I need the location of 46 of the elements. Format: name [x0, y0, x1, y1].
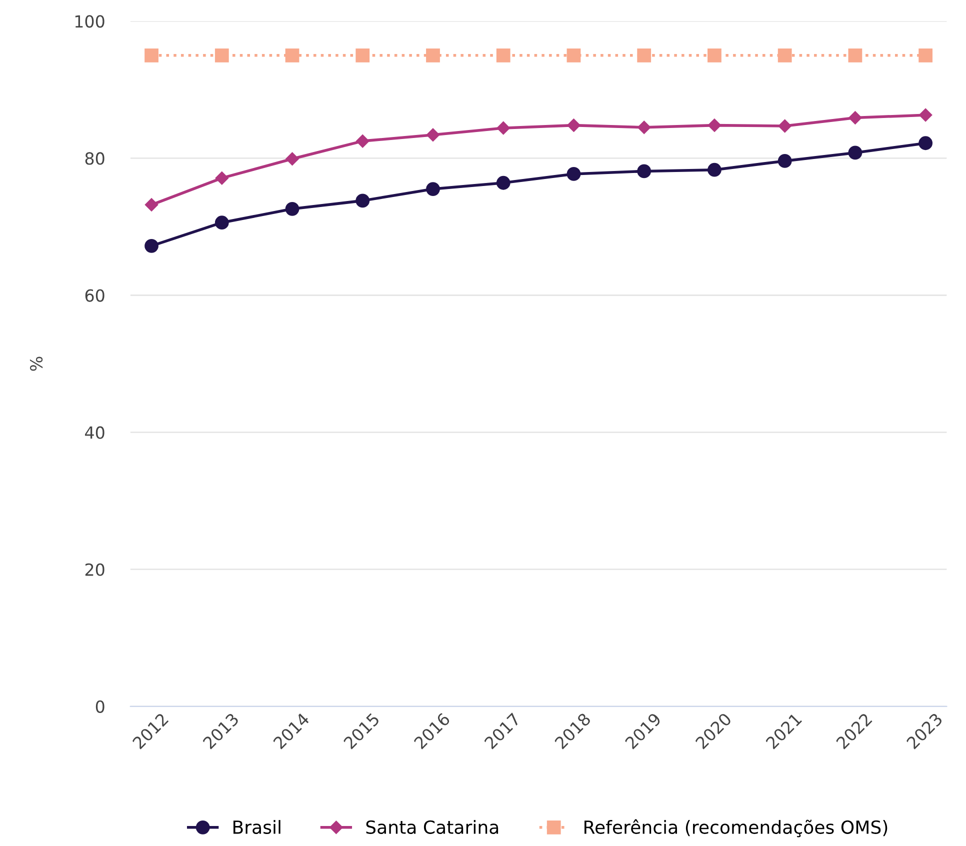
- point: [496, 121, 510, 135]
- point: [848, 146, 862, 160]
- point: [285, 202, 300, 216]
- point: [214, 48, 229, 62]
- y-tick-label: 80: [85, 152, 104, 165]
- point: [215, 171, 228, 185]
- legend-label: Brasil: [233, 820, 280, 834]
- point: [918, 136, 933, 150]
- point: [426, 128, 440, 142]
- y-tick-label: 40: [85, 426, 104, 439]
- y-tick-label: 0: [96, 700, 104, 713]
- point: [356, 194, 370, 208]
- point: [567, 118, 580, 132]
- point: [286, 152, 299, 166]
- point: [708, 48, 722, 62]
- point: [496, 176, 510, 190]
- point: [637, 164, 652, 178]
- point: [918, 48, 933, 62]
- point: [144, 198, 158, 212]
- point: [778, 154, 792, 168]
- y-axis-title: %: [30, 356, 43, 371]
- point: [496, 48, 510, 62]
- point: [638, 120, 651, 134]
- point: [144, 48, 158, 62]
- point: [356, 48, 370, 62]
- point: [285, 48, 300, 62]
- y-tick-label: 100: [75, 15, 104, 28]
- point: [918, 108, 932, 122]
- point: [848, 111, 862, 124]
- point: [708, 162, 722, 177]
- legend-label: Santa Catarina: [366, 820, 498, 834]
- y-tick-label: 60: [85, 289, 104, 302]
- point: [778, 119, 792, 133]
- point: [214, 216, 229, 230]
- y-tick-label: 20: [85, 563, 104, 576]
- point: [566, 167, 581, 181]
- point: [144, 238, 158, 253]
- point: [848, 48, 862, 62]
- point: [356, 134, 370, 148]
- point: [708, 118, 722, 132]
- legend-label: Referência (recomendações OMS): [584, 819, 888, 838]
- point: [426, 182, 440, 196]
- point: [637, 48, 652, 62]
- point: [426, 48, 440, 62]
- point: [566, 48, 581, 62]
- point: [778, 48, 792, 62]
